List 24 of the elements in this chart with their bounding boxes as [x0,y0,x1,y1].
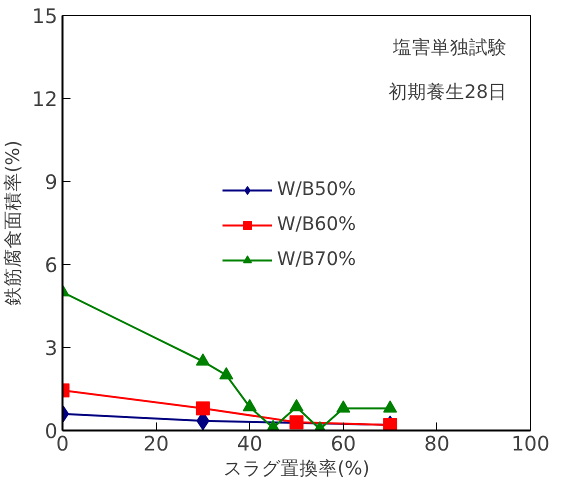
point [336,400,350,413]
annotation: 初期養生28日 [388,80,508,103]
x-tick-label: 100 [511,432,550,456]
point [290,398,304,412]
legend-label: W/B50% [277,179,356,200]
legend-label: W/B60% [277,214,356,235]
point [219,367,234,380]
y-tick-label: 12 [32,87,58,111]
y-tick-label: 3 [44,336,58,360]
legend-label: W/B70% [277,249,356,270]
y-axis-title: 鉄筋腐食面積率(%) [2,140,24,306]
y-tick-label: 6 [44,253,58,277]
y-tick-label: 15 [32,4,58,28]
point [383,418,398,430]
x-tick-label: 60 [330,432,356,456]
x-axis-title: スラグ置換率(%) [223,458,370,480]
x-tick-label: 20 [143,432,169,456]
point [383,400,398,413]
annotation: 塩害単独試験 [392,36,508,59]
x-tick-label: 80 [424,432,450,456]
point [196,353,210,366]
point [242,398,257,412]
x-tick-label: 40 [236,432,262,456]
y-tick-label: 9 [44,170,58,194]
